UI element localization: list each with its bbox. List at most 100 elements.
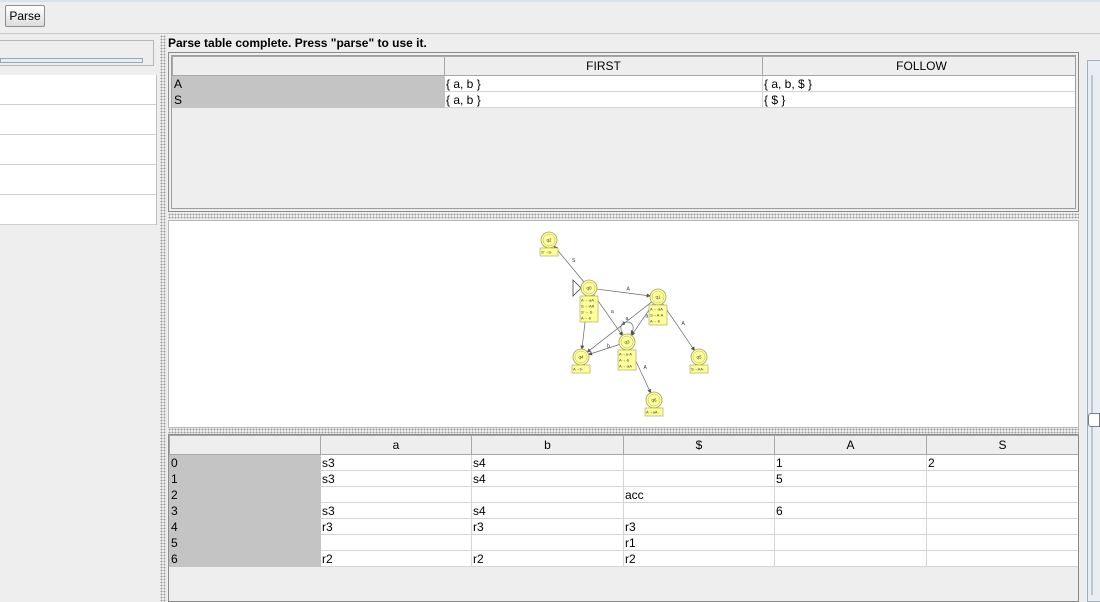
first-follow-table[interactable]: FIRST FOLLOW A { a, b } { a, b, $ } S { … <box>172 56 1075 108</box>
state-node[interactable]: q1 A→·aAS→A·AA→·b <box>648 288 668 326</box>
action-cell[interactable] <box>471 534 624 551</box>
action-cell[interactable] <box>774 486 927 503</box>
transition-label: a <box>611 309 614 315</box>
row-symbol[interactable]: A <box>172 75 445 92</box>
action-cell[interactable] <box>320 486 472 503</box>
parse-button[interactable]: Parse <box>5 5 45 27</box>
action-cell[interactable]: s3 <box>320 470 472 487</box>
right-slider-track[interactable] <box>1087 60 1100 602</box>
column-header[interactable] <box>172 56 445 76</box>
follow-cell[interactable]: { a, b, $ } <box>762 75 1075 92</box>
first-cell[interactable]: { a, b } <box>444 91 763 108</box>
table-row[interactable]: 0 s3 s4 1 2 <box>169 454 1078 471</box>
action-cell[interactable]: r1 <box>623 534 775 551</box>
action-cell[interactable]: 2 <box>926 454 1078 471</box>
row-state[interactable]: 6 <box>169 550 321 567</box>
action-cell[interactable] <box>623 454 775 471</box>
action-cell[interactable]: r2 <box>471 550 624 567</box>
row-state[interactable]: 4 <box>169 518 321 535</box>
column-header[interactable]: FOLLOW <box>762 56 1075 76</box>
lr-item-text: A→·aA <box>581 298 594 303</box>
action-cell[interactable] <box>623 470 775 487</box>
state-node[interactable]: q5 S→AA· <box>689 348 709 374</box>
column-header[interactable]: FIRST <box>444 56 763 76</box>
split-pane-divider-horizontal[interactable] <box>168 428 1079 434</box>
row-state[interactable]: 0 <box>169 454 321 471</box>
table-row[interactable]: 3 s3 s4 6 <box>169 502 1078 519</box>
action-cell[interactable]: r2 <box>320 550 472 567</box>
action-cell[interactable] <box>320 534 472 551</box>
lr-item-text: A→aA· <box>646 410 659 415</box>
row-state[interactable]: 2 <box>169 486 321 503</box>
state-label: q3 <box>624 340 630 345</box>
table-row[interactable]: 6 r2 r2 r2 <box>169 550 1078 567</box>
action-cell[interactable]: 6 <box>774 502 927 519</box>
action-cell[interactable] <box>926 550 1078 567</box>
left-list[interactable] <box>0 75 157 225</box>
action-cell[interactable]: s3 <box>320 454 472 471</box>
action-cell[interactable]: s4 <box>471 454 624 471</box>
follow-cell[interactable]: { $ } <box>762 91 1075 108</box>
action-cell[interactable] <box>926 534 1078 551</box>
action-cell[interactable]: s4 <box>471 502 624 519</box>
action-cell[interactable]: s3 <box>320 502 472 519</box>
list-item[interactable] <box>0 105 156 135</box>
lr-item-text: A→·aA <box>650 307 663 312</box>
split-pane-divider-vertical[interactable] <box>160 35 166 602</box>
list-item[interactable] <box>0 135 156 165</box>
column-header[interactable]: A <box>774 435 927 455</box>
list-item[interactable] <box>0 195 156 225</box>
action-cell[interactable]: 5 <box>774 470 927 487</box>
action-cell[interactable] <box>774 518 927 535</box>
row-symbol[interactable]: S <box>172 91 445 108</box>
action-cell[interactable] <box>926 486 1078 503</box>
state-node[interactable]: q3 A→a·AA→·bA→·aA <box>617 333 637 371</box>
table-row[interactable]: 4 r3 r3 r3 <box>169 518 1078 535</box>
action-cell[interactable]: r2 <box>623 550 775 567</box>
action-cell[interactable] <box>926 502 1078 519</box>
right-slider-handle[interactable] <box>1088 413 1100 427</box>
action-cell[interactable] <box>926 470 1078 487</box>
row-state[interactable]: 1 <box>169 470 321 487</box>
action-cell[interactable]: 1 <box>774 454 927 471</box>
column-header[interactable]: a <box>320 435 472 455</box>
action-cell[interactable] <box>623 502 775 519</box>
right-slider-line <box>1091 75 1093 595</box>
lr-automaton-graph[interactable]: SAababAabAq2S'→S·q0A→·aAS→·AAS'→·SA→·bq1… <box>168 220 1079 428</box>
transition-edge <box>596 288 651 298</box>
action-cell[interactable] <box>926 518 1078 535</box>
state-node[interactable]: q6 A→aA· <box>644 391 664 417</box>
action-cell[interactable]: r3 <box>320 518 472 535</box>
row-state[interactable]: 5 <box>169 534 321 551</box>
state-label: q4 <box>578 355 584 360</box>
parse-table[interactable]: a b $ A S 0 s3 s4 1 2 1 s3 s4 5 2 acc 3 s3 s4 6 4 r3 r3 r3… <box>169 435 1078 567</box>
action-cell[interactable]: r3 <box>471 518 624 535</box>
transition-label: S <box>572 258 576 264</box>
action-cell[interactable] <box>774 534 927 551</box>
row-state[interactable]: 3 <box>169 502 321 519</box>
list-item[interactable] <box>0 75 156 105</box>
first-cell[interactable]: { a, b } <box>444 75 763 92</box>
list-item[interactable] <box>0 165 156 195</box>
action-cell[interactable] <box>471 486 624 503</box>
state-node[interactable]: q2 S'→S· <box>539 231 559 257</box>
toolbar-top-border <box>0 0 1100 2</box>
table-row[interactable]: A { a, b } { a, b, $ } <box>172 75 1075 92</box>
table-row[interactable]: 5 r1 <box>169 534 1078 551</box>
table-row[interactable]: 2 acc <box>169 486 1078 503</box>
state-node[interactable]: q4 A→b· <box>571 348 591 374</box>
action-cell[interactable]: s4 <box>471 470 624 487</box>
action-cell[interactable]: r3 <box>623 518 775 535</box>
left-slider-track[interactable] <box>0 58 143 63</box>
column-header[interactable]: $ <box>623 435 775 455</box>
split-pane-divider-horizontal[interactable] <box>168 213 1079 219</box>
action-cell[interactable] <box>774 550 927 567</box>
column-header[interactable] <box>169 435 321 455</box>
state-node[interactable]: q0 A→·aAS→·AAS'→·SA→·b <box>579 279 599 323</box>
table-row[interactable]: 1 s3 s4 5 <box>169 470 1078 487</box>
column-header[interactable]: b <box>471 435 624 455</box>
lr-item-text: A→·b <box>650 319 661 324</box>
table-row[interactable]: S { a, b } { $ } <box>172 91 1075 108</box>
action-cell[interactable]: acc <box>623 486 775 503</box>
column-header[interactable]: S <box>926 435 1078 455</box>
